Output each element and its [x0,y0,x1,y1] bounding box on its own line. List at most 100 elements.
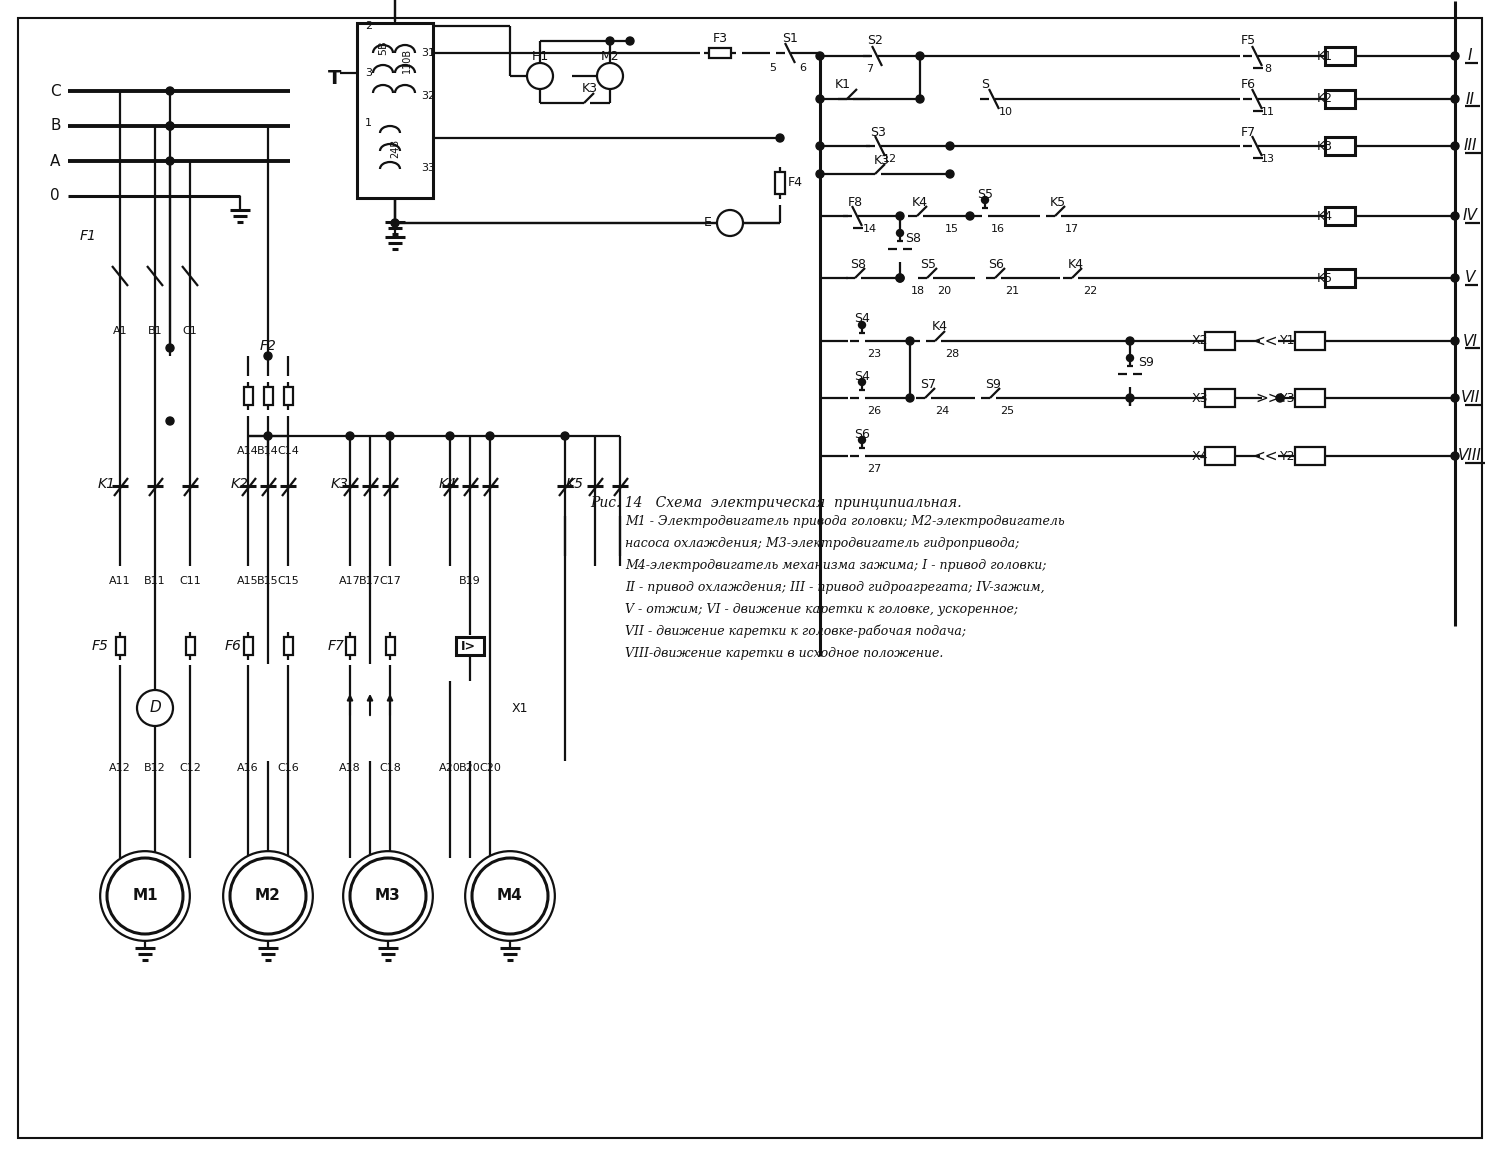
Circle shape [166,157,174,165]
Text: B: B [50,119,60,133]
Text: B19: B19 [459,576,482,586]
Bar [456,637,484,655]
Text: 26: 26 [867,406,880,416]
Text: S7: S7 [920,378,936,391]
Bar [357,23,434,198]
Bar [284,637,292,655]
Circle shape [1450,52,1460,60]
Circle shape [858,321,865,328]
Text: 31: 31 [422,49,435,58]
Text: 10: 10 [999,108,1012,117]
Circle shape [1276,394,1284,402]
Text: M4: M4 [496,889,523,904]
Text: X3: X3 [1191,392,1208,405]
Text: F5: F5 [92,639,108,653]
Text: K3: K3 [582,82,598,95]
Text: 8: 8 [1264,64,1272,74]
Bar [1324,47,1354,65]
Text: K4: K4 [440,477,458,491]
Text: 23: 23 [867,349,880,360]
Text: II - привод охлаждения; III - привод гидроагрегата; IV-зажим,: II - привод охлаждения; III - привод гид… [626,580,1044,593]
Circle shape [906,338,914,344]
Circle shape [1450,452,1460,460]
Text: A17: A17 [339,576,362,586]
Circle shape [1450,338,1460,344]
Text: K1: K1 [1317,50,1334,62]
Text: H1: H1 [531,50,549,62]
Text: K5: K5 [566,477,584,491]
Bar [116,637,124,655]
Text: 32: 32 [422,91,435,101]
Circle shape [896,274,904,282]
Text: M2: M2 [255,889,280,904]
Text: 5B: 5B [378,40,388,55]
Text: K1: K1 [98,477,116,491]
Circle shape [526,62,554,89]
Bar [386,637,394,655]
Text: D: D [148,701,160,716]
Text: 27: 27 [867,464,880,474]
Text: M1: M1 [132,889,158,904]
Circle shape [906,394,914,402]
Text: S5: S5 [976,187,993,200]
Text: C: C [50,83,60,98]
Text: K2: K2 [231,477,249,491]
Text: S1: S1 [782,31,798,44]
Circle shape [1126,394,1134,402]
Circle shape [344,851,433,941]
Text: <<: << [1252,449,1278,464]
Text: F7: F7 [327,639,345,653]
Bar [1204,332,1234,350]
Text: Y3: Y3 [1280,392,1294,405]
Bar [264,387,273,405]
Text: М1 - Электродвигатель привода головки; М2-электродвигатель: М1 - Электродвигатель привода головки; М… [626,514,1065,527]
Text: S8: S8 [850,258,865,271]
Text: 24B: 24B [390,139,400,157]
Text: M2: M2 [600,50,619,62]
Circle shape [100,851,190,941]
Text: K3: K3 [1317,140,1334,153]
Text: Y1: Y1 [1280,334,1294,348]
Text: F5: F5 [1240,35,1256,47]
Text: A16: A16 [237,763,260,773]
Circle shape [264,351,272,360]
Text: 16: 16 [992,224,1005,234]
Text: Y2: Y2 [1280,450,1294,462]
Text: I: I [1467,49,1472,64]
Circle shape [1450,212,1460,220]
Bar [1204,447,1234,465]
Text: >>: >> [1256,391,1281,406]
Text: 2: 2 [364,21,372,31]
Circle shape [966,212,974,220]
Text: X1: X1 [512,702,528,714]
Circle shape [106,858,183,934]
Circle shape [346,432,354,440]
Text: S9: S9 [1138,356,1154,370]
Text: S9: S9 [986,378,1000,391]
Bar [1324,138,1354,155]
Circle shape [166,87,174,95]
Text: C20: C20 [478,763,501,773]
Bar [1204,390,1234,407]
Circle shape [1126,338,1134,344]
Circle shape [1126,355,1134,362]
Text: C11: C11 [178,576,201,586]
Text: F2: F2 [260,339,278,353]
Text: C14: C14 [278,446,298,455]
Text: S4: S4 [853,312,870,326]
Text: A14: A14 [237,446,260,455]
Circle shape [816,142,824,150]
Bar [186,637,195,655]
Text: V - отжим; VI - движение каретки к головке, ускоренное;: V - отжим; VI - движение каретки к голов… [626,602,1019,615]
Text: <<: << [1252,333,1278,348]
Text: K1: K1 [836,79,850,91]
Text: T: T [328,68,342,88]
Text: K3: K3 [332,477,350,491]
Text: E: E [704,216,712,230]
Circle shape [981,197,988,203]
Text: 20: 20 [938,286,951,296]
Text: F4: F4 [788,177,802,190]
Text: VII: VII [1461,391,1479,406]
Bar [1324,90,1354,108]
Circle shape [446,432,454,440]
